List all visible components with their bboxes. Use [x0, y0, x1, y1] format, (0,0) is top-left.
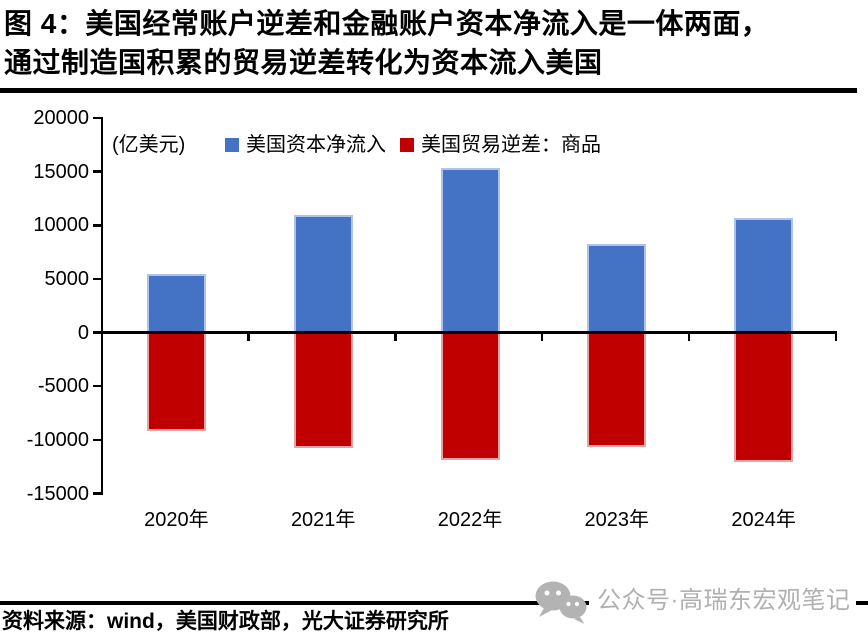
y-tick-label: -5000 [37, 375, 89, 398]
y-tick-label: -15000 [26, 482, 89, 505]
x-axis-tick [687, 334, 691, 342]
legend-label-trade-deficit-goods: 美国贸易逆差：商品 [421, 134, 601, 156]
y-axis-tick [93, 331, 101, 334]
x-tick-label-2023年: 2023年 [584, 509, 650, 531]
bar-capital-net-inflow-2023年 [587, 243, 647, 332]
figure-title-line-2: 通过制造国积累的贸易逆差转化为资本流入美国 [4, 47, 603, 78]
y-axis-tick [93, 116, 101, 120]
bottom-rule [0, 601, 868, 605]
x-axis-tick [247, 334, 250, 342]
legend-label-capital-net-inflow: 美国资本净流入 [246, 134, 386, 156]
x-axis-zero-line [101, 331, 837, 335]
wechat-icon [535, 581, 587, 624]
y-axis-tick [93, 438, 101, 442]
x-tick-label-2022年: 2022年 [437, 509, 503, 531]
y-axis-tick [93, 224, 101, 227]
y-tick-label: 20000 [33, 107, 89, 129]
bar-capital-net-inflow-2021年 [293, 214, 353, 332]
y-axis-tick [93, 277, 101, 281]
figure-title-line-1: 图 4：美国经常账户逆差和金融账户资本净流入是一体两面， [4, 8, 770, 39]
y-axis-tick [93, 170, 101, 173]
y-axis-tick [93, 492, 101, 495]
y-axis-line [100, 117, 103, 495]
legend-item-capital-net-inflow: 美国资本净流入 [225, 131, 386, 159]
y-tick-label: -10000 [26, 428, 89, 451]
y-tick-label: 0 [77, 321, 89, 344]
bar-trade-deficit-goods-2022年 [440, 334, 500, 461]
x-axis-tick [540, 334, 544, 342]
legend-item-trade-deficit-goods: 美国贸易逆差：商品 [400, 131, 601, 159]
title-rule [0, 88, 857, 93]
bar-capital-net-inflow-2024年 [734, 217, 794, 332]
bar-trade-deficit-goods-2021年 [293, 334, 353, 449]
y-tick-label: 10000 [33, 214, 89, 237]
y-tick-label: 5000 [44, 267, 90, 290]
bar-capital-net-inflow-2020年 [146, 273, 206, 332]
y-tick-label: 15000 [33, 160, 89, 183]
unit-label: (亿美元) [112, 134, 186, 156]
bar-capital-net-inflow-2022年 [440, 168, 500, 332]
bar-trade-deficit-goods-2023年 [587, 334, 647, 448]
x-tick-label-2021年: 2021年 [290, 509, 356, 531]
x-axis-tick [394, 334, 397, 342]
y-axis-tick [93, 384, 101, 388]
x-tick-label-2020年: 2020年 [144, 509, 209, 531]
watermark: 公众号·高瑞东宏观笔记 [531, 578, 856, 624]
legend-swatch-trade-deficit-goods [400, 138, 414, 152]
figure-title: 图 4：美国经常账户逆差和金融账户资本净流入是一体两面， 通过制造国积累的贸易逆… [4, 4, 864, 82]
source-note: 资料来源：wind，美国财政部，光大证券研究所 [2, 610, 449, 633]
bar-trade-deficit-goods-2020年 [146, 334, 206, 432]
bar-trade-deficit-goods-2024年 [734, 334, 794, 463]
watermark-text: 公众号·高瑞东宏观笔记 [589, 581, 856, 621]
x-tick-label-2024年: 2024年 [731, 509, 796, 531]
x-axis-tick [834, 334, 837, 342]
chart-area: (亿美元) 美国资本净流入 美国贸易逆差：商品 20000 15000 10000 5… [26, 107, 837, 531]
legend-swatch-capital-net-inflow [225, 138, 239, 152]
legend: 美国资本净流入 美国贸易逆差：商品 [225, 131, 601, 159]
